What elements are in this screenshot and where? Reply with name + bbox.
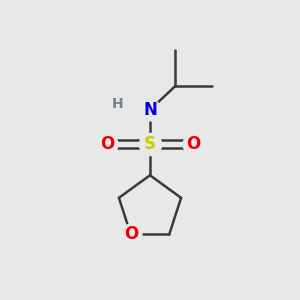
Text: H: H [112,97,123,111]
Text: N: N [143,101,157,119]
Text: O: O [186,135,200,153]
Text: O: O [124,225,138,243]
Text: S: S [144,135,156,153]
Text: O: O [100,135,114,153]
